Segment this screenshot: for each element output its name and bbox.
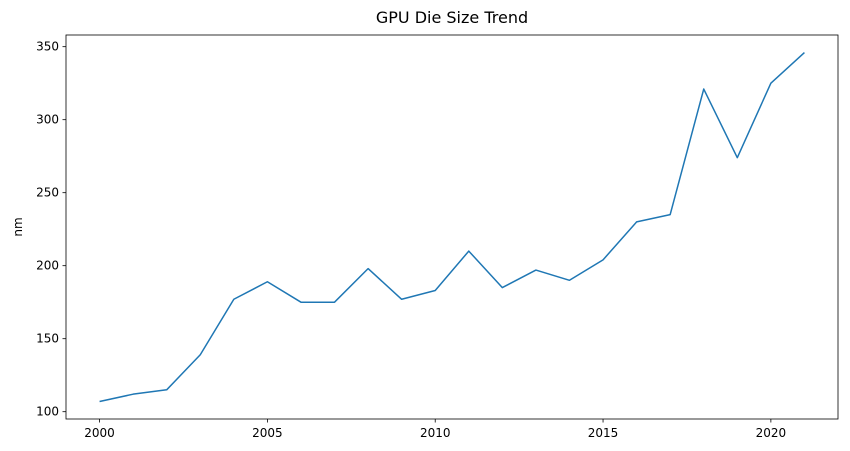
x-tick-label: 2010 — [420, 426, 451, 440]
x-tick-label: 2020 — [756, 426, 787, 440]
x-tick-label: 2005 — [252, 426, 283, 440]
chart-title: GPU Die Size Trend — [376, 8, 528, 27]
series-line-0 — [99, 51, 805, 403]
x-tick-label: 2000 — [84, 426, 115, 440]
plot-frame — [65, 34, 839, 420]
plot-area: 2000 2005 2010 2015 2020 100 150 200 250 300 350 — [36, 34, 839, 440]
y-tick-label: 100 — [36, 405, 59, 419]
y-tick-label: 300 — [36, 113, 59, 127]
x-tick-label: 2015 — [588, 426, 619, 440]
y-axis-label: nm — [11, 217, 25, 236]
y-tick-label: 250 — [36, 186, 59, 200]
y-tick-label: 200 — [36, 259, 59, 273]
y-tick-label: 350 — [36, 40, 59, 54]
y-tick-label: 150 — [36, 332, 59, 346]
